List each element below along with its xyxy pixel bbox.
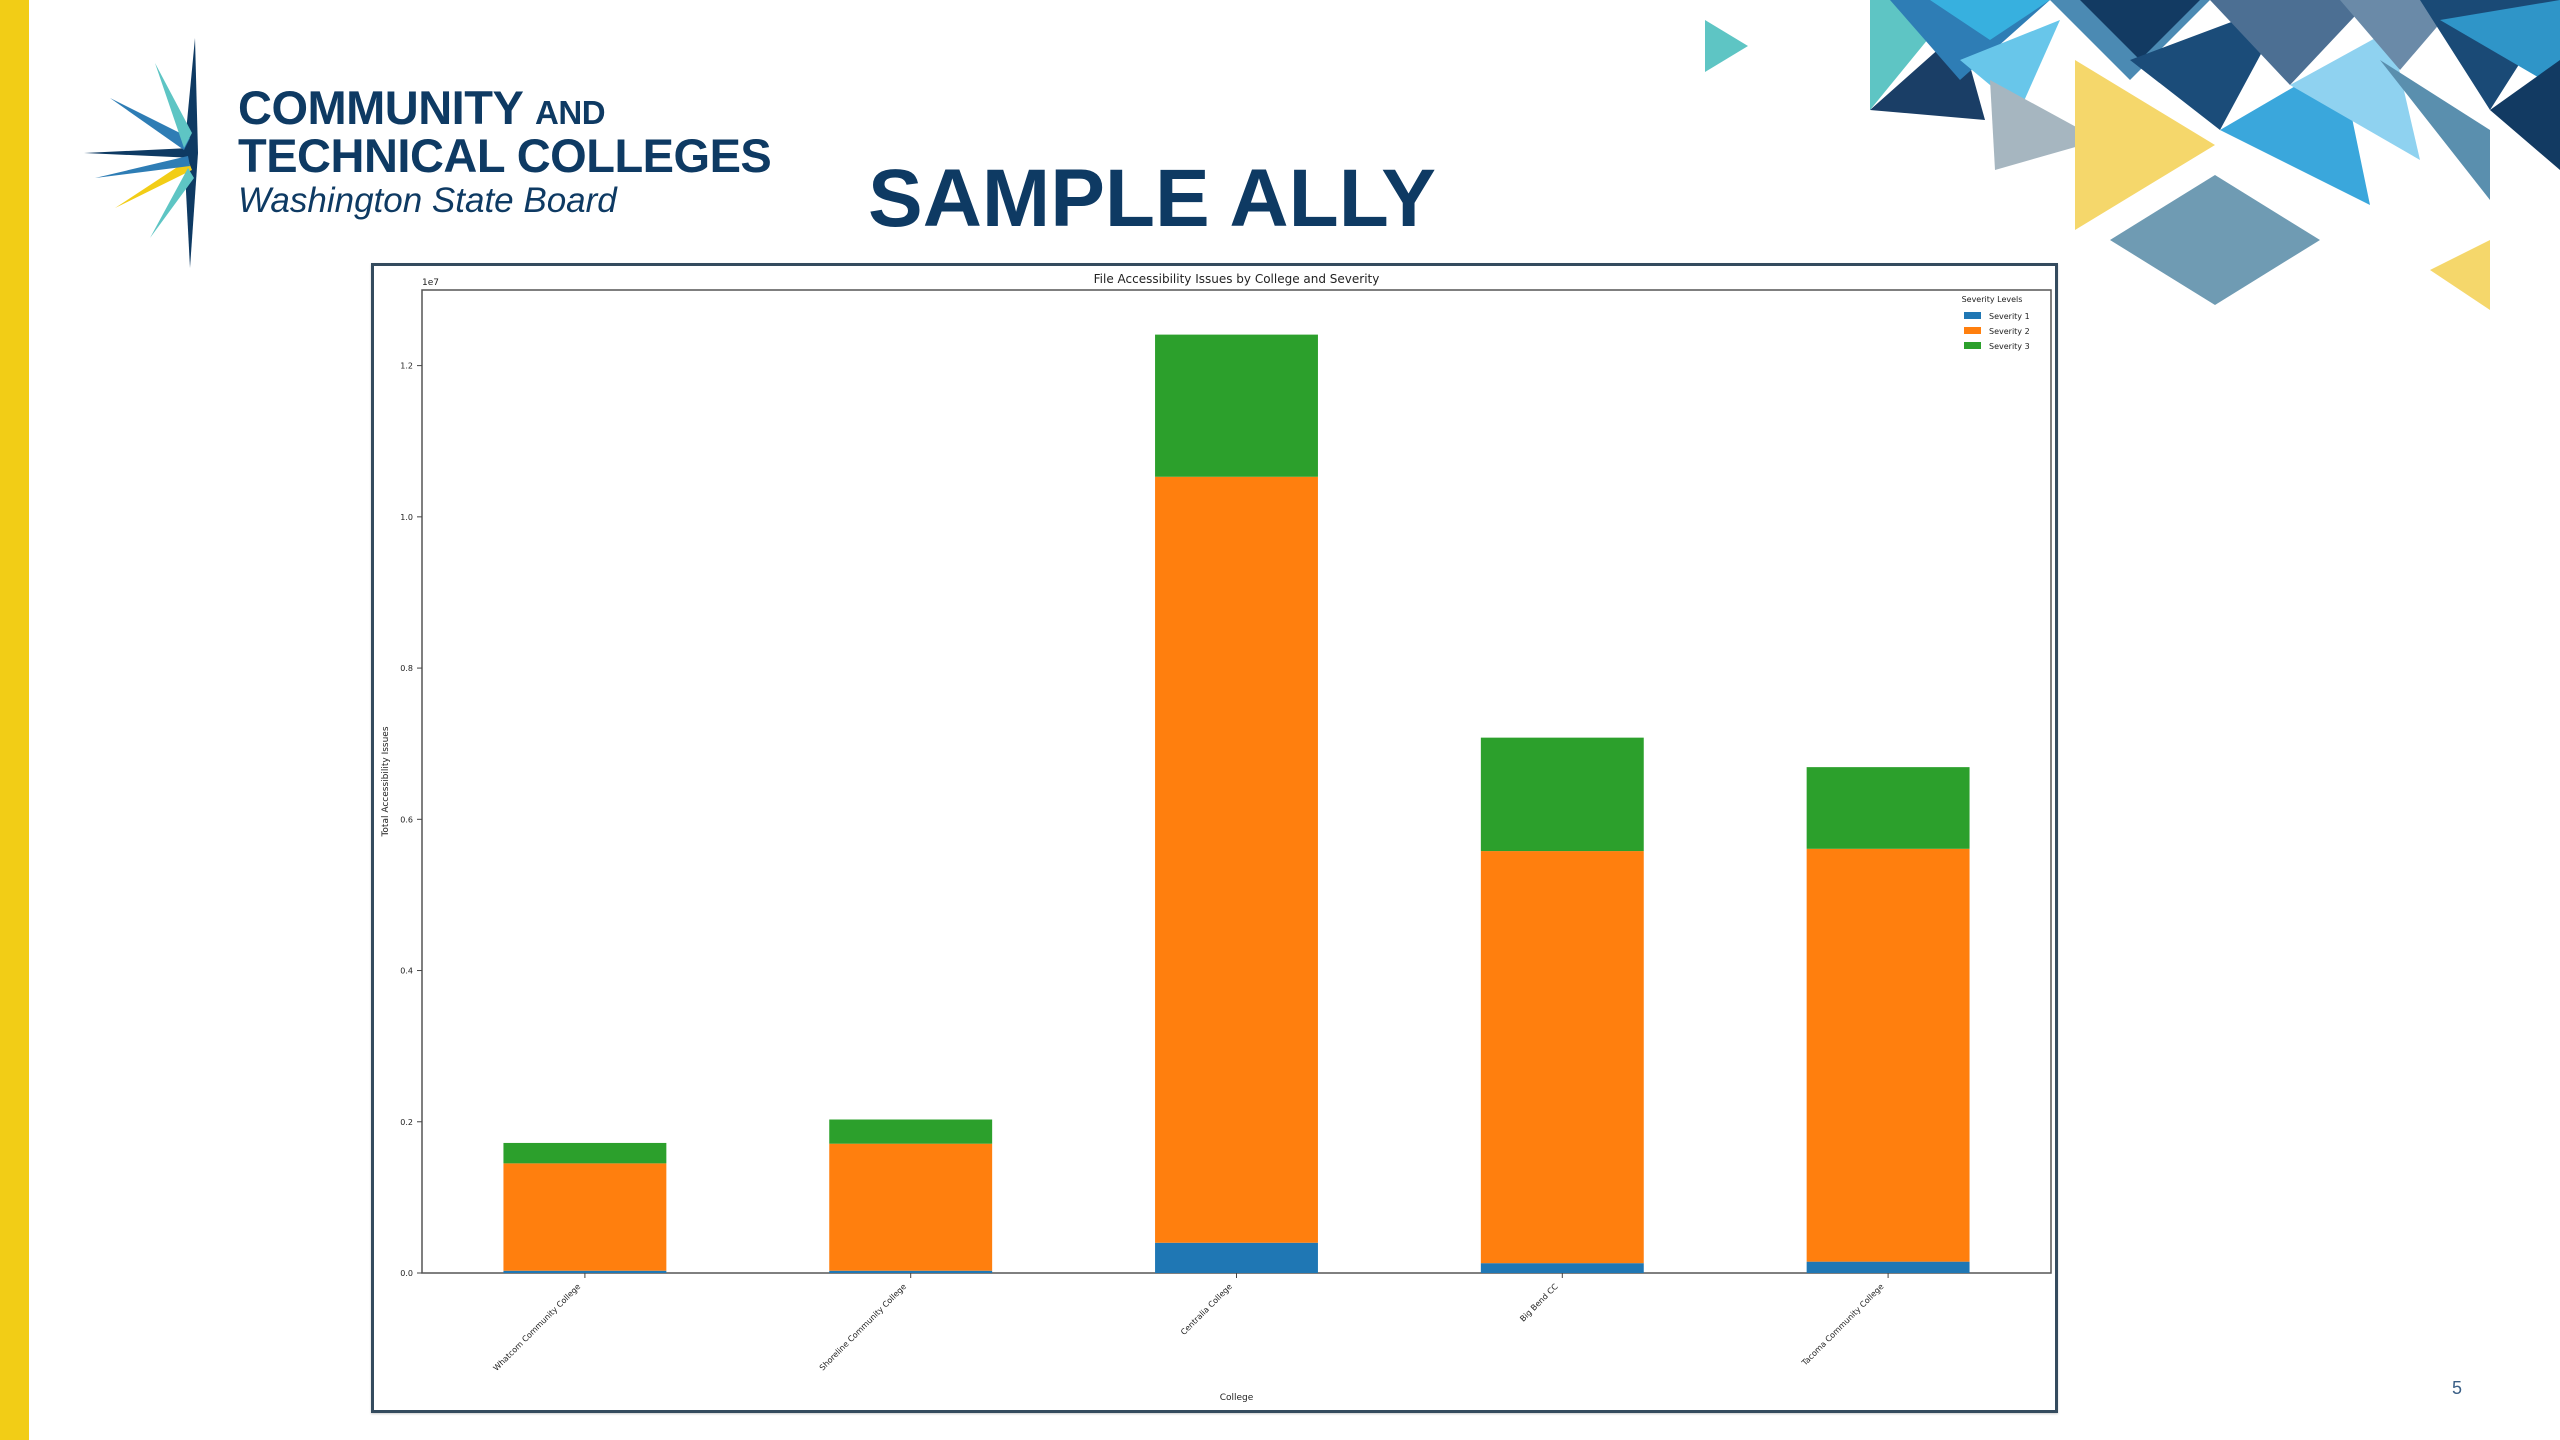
legend-title: Severity Levels [1962, 295, 2023, 304]
organization-name: COMMUNITY AND TECHNICAL COLLEGES Washing… [238, 84, 772, 223]
y-axis-label: Total Accessibility Issues [381, 726, 391, 837]
x-tick-label: Centralia College [1179, 1282, 1234, 1337]
y-axis-offset-label: 1e7 [422, 278, 439, 288]
legend-swatch [1964, 327, 1981, 334]
y-tick-label: 0.2 [400, 1118, 413, 1127]
bar-segment [503, 1163, 667, 1271]
bar-segment [1480, 737, 1644, 852]
slide-title: SAMPLE ALLY [868, 153, 1436, 244]
bar-segment [829, 1119, 993, 1144]
y-tick-label: 0.4 [400, 967, 413, 976]
bar-segment [1155, 476, 1318, 1243]
org-name-community: COMMUNITY [238, 81, 523, 134]
y-tick-label: 1.2 [400, 362, 413, 371]
bar-segment [1155, 334, 1318, 477]
x-tick-label: Big Bend CC [1518, 1282, 1560, 1324]
org-name-and: AND [535, 94, 606, 131]
bar-segment [1806, 1261, 1970, 1273]
x-tick-label: Whatcom Community College [492, 1282, 583, 1373]
legend-label: Severity 1 [1989, 312, 2030, 321]
org-name-technical-colleges: TECHNICAL COLLEGES [238, 129, 772, 182]
chart-title: File Accessibility Issues by College and… [1094, 272, 1380, 286]
bar-segment [829, 1270, 993, 1273]
bar-segment [829, 1143, 993, 1271]
legend-swatch [1964, 342, 1981, 349]
legend-swatch [1964, 312, 1981, 319]
bar-segment [503, 1270, 667, 1273]
bar-segment [1806, 848, 1970, 1262]
bar-segment [1480, 851, 1644, 1264]
x-axis-label: College [1220, 1393, 1254, 1403]
chart-image-frame: File Accessibility Issues by College and… [371, 263, 2058, 1413]
bar-segment [1155, 1242, 1318, 1273]
y-tick-label: 0.6 [400, 815, 413, 824]
x-tick-label: Shoreline Community College [818, 1282, 908, 1372]
bar-segment [1480, 1263, 1644, 1273]
org-name-state-board: Washington State Board [238, 181, 617, 220]
stacked-bar-chart: File Accessibility Issues by College and… [381, 272, 2052, 1403]
college-logo-icon [84, 38, 198, 268]
y-tick-label: 1.0 [400, 513, 413, 522]
x-tick-label: Tacoma Community College [1799, 1282, 1885, 1368]
page-number: 5 [2452, 1378, 2463, 1398]
bar-segment [1806, 767, 1970, 849]
legend-label: Severity 3 [1989, 342, 2030, 351]
bar-segment [503, 1142, 667, 1164]
left-accent-bar [0, 0, 29, 1440]
y-tick-label: 0.8 [400, 664, 413, 673]
legend-label: Severity 2 [1989, 327, 2030, 336]
y-tick-label: 0.0 [400, 1269, 413, 1278]
